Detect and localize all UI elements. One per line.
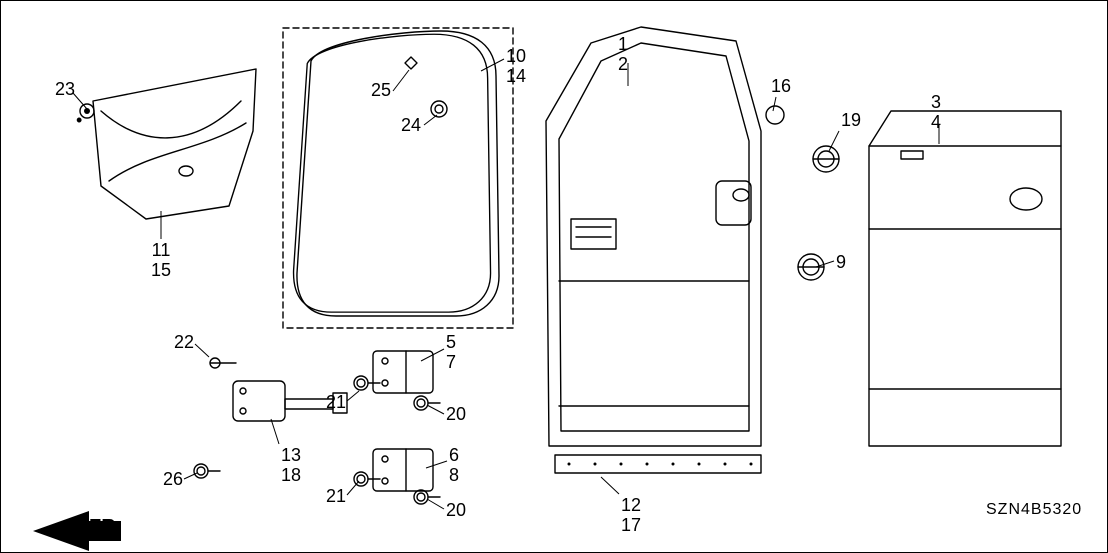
callout-cbullet: • <box>76 111 82 131</box>
diagram-canvas: 23 11 15 25 24 10 14 1 2 16 19 3 4 9 22 5 7 21 20 6 8 2… <box>0 0 1108 553</box>
callout-c24: 24 <box>401 116 421 136</box>
callout-c20a: 20 <box>446 405 466 425</box>
callout-c6: 6 8 <box>449 446 459 486</box>
callout-c10: 10 14 <box>506 47 526 87</box>
callout-c11: 11 15 <box>151 241 171 281</box>
callout-c21a: 21 <box>326 393 346 413</box>
callout-c20b: 20 <box>446 501 466 521</box>
callout-c5: 5 7 <box>446 333 456 373</box>
callout-c1: 1 2 <box>618 35 628 75</box>
callout-c25: 25 <box>371 81 391 101</box>
callout-c12: 12 17 <box>621 496 641 536</box>
callout-c16: 16 <box>771 77 791 97</box>
callout-c3: 3 4 <box>931 93 941 133</box>
callout-c26: 26 <box>163 470 183 490</box>
callout-c19: 19 <box>841 111 861 131</box>
callout-c9: 9 <box>836 253 846 273</box>
callout-c23: 23 <box>55 80 75 100</box>
reference-id: SZN4B5320 <box>986 501 1082 519</box>
front-label: FR. <box>89 516 121 539</box>
callout-c22: 22 <box>174 333 194 353</box>
callout-c21b: 21 <box>326 487 346 507</box>
callout-c13: 13 18 <box>281 446 301 486</box>
